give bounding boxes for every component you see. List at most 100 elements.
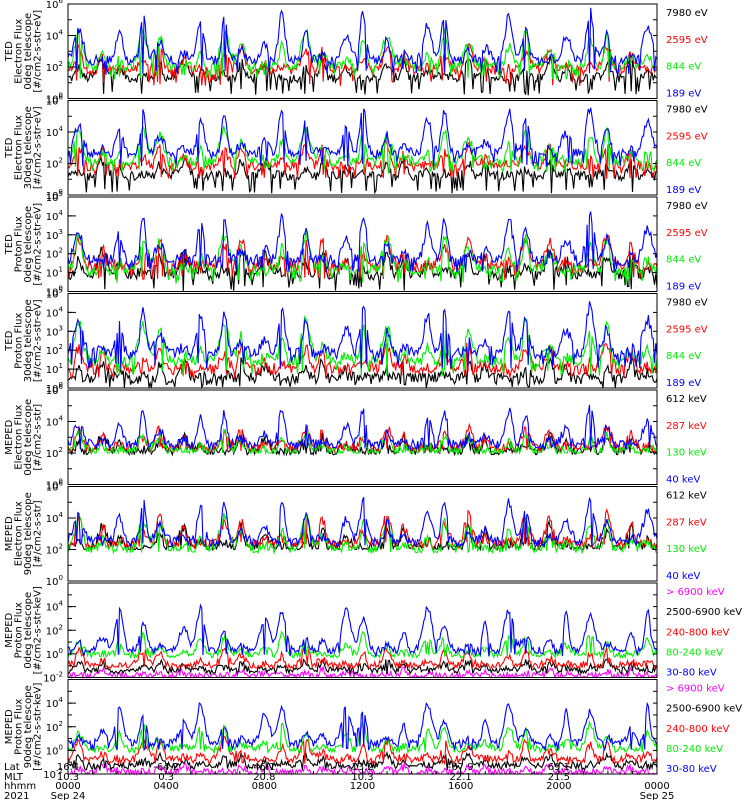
legend-entry-3: 240-800 keV (666, 724, 730, 735)
y-tick-label: 106 (46, 383, 64, 397)
y-axis-label-line-1: MEPED (4, 516, 15, 551)
legend-entry-1: 7980 eV (666, 8, 708, 19)
y-axis-label-line-3: 0deg telescope (23, 206, 34, 283)
x-tick-date-label: Sep 25 (640, 791, 675, 800)
legend-entry-3: 240-800 keV (666, 627, 730, 638)
legend-entry-4: 40 keV (666, 571, 700, 582)
y-tick-label: 10-2 (43, 767, 63, 781)
y-tick-label: 102 (46, 343, 63, 357)
y-tick-label: 100 (46, 381, 63, 395)
y-tick-label: 10-2 (43, 671, 63, 685)
legend-entry-5: 30-80 keV (666, 764, 717, 775)
y-axis-label-line-2: Proton Flux (14, 602, 25, 658)
y-axis-label-line-1: MEPED (4, 612, 15, 647)
y-axis-label-line-2: Electron Flux (14, 405, 25, 470)
y-tick-label: 100 (46, 92, 63, 106)
x-tick-lat-label: -67.9 (448, 762, 474, 773)
series-line-3 (67, 512, 658, 555)
y-axis-label-line-2: Electron Flux (14, 115, 25, 180)
series-line-2 (67, 658, 658, 676)
legend-entry-3: 844 eV (666, 351, 701, 362)
y-tick-label: 102 (46, 446, 63, 460)
x-tick-hhmm-label: 0000 (644, 781, 669, 792)
y-tick-label: 100 (46, 574, 63, 588)
y-tick-label: 102 (46, 60, 63, 74)
x-tick-mlt-label: 0.3 (158, 772, 174, 783)
legend-entry-4: 80-240 keV (666, 744, 723, 755)
y-tick-label: 102 (46, 247, 63, 261)
legend-entry-3: 844 eV (666, 158, 701, 169)
series-line-3 (67, 28, 658, 80)
series-line-2 (67, 751, 658, 772)
series-line-3 (67, 230, 658, 284)
legend-entry-3: 844 eV (666, 62, 701, 73)
series-line-3 (67, 646, 658, 670)
x-tick-lat-label: 46.1 (253, 762, 275, 773)
legend-entry-2: 2500-6900 keV (666, 607, 742, 618)
x-row-label-hhmm: hhmm (4, 781, 36, 792)
legend-entry-3: 130 keV (666, 448, 707, 459)
series-line-3 (67, 428, 658, 456)
series-line-5 (67, 603, 658, 658)
x-tick-mlt-label: 10.3 (351, 772, 373, 783)
legend-entry-4: 189 eV (666, 185, 701, 196)
legend-entry-4: 80-240 keV (666, 647, 723, 658)
plot-frame (67, 196, 658, 292)
legend-entry-1: 612 keV (666, 394, 707, 405)
x-tick-lat-label: 16.4 (57, 762, 79, 773)
y-tick-label: 104 (46, 305, 64, 319)
y-axis-label-line-1: TED (4, 234, 15, 255)
y-tick-label: 100 (46, 285, 63, 299)
x-tick-hhmm-label: 1200 (350, 781, 375, 792)
series-line-1 (67, 55, 658, 96)
y-axis-label-line-4: [#/cm2-s-str-eV] (33, 106, 44, 189)
series-line-4 (67, 630, 658, 660)
y-axis-label-line-3: 90deg telescope (23, 492, 34, 575)
y-tick-label: 102 (46, 720, 63, 734)
series-line-2 (67, 508, 658, 551)
y-tick-label: 105 (46, 287, 63, 301)
series-line-2 (67, 42, 658, 86)
x-tick-lat-label: 13.2 (351, 762, 373, 773)
x-tick-lat-label: 69.1 (548, 762, 570, 773)
legend-entry-1: > 6900 keV (666, 587, 725, 598)
y-tick-label: 104 (46, 511, 64, 525)
y-axis-label-line-4: [#/cm2-s-str-eV] (33, 299, 44, 382)
y-tick-label: 106 (46, 94, 64, 108)
legend-entry-4: 189 eV (666, 378, 701, 389)
legend-entry-5: 30-80 keV (666, 668, 717, 679)
legend-entry-2: 2595 eV (666, 131, 708, 142)
y-axis-label-line-3: 0deg telescope (23, 13, 34, 90)
y-axis-label-line-4: [#/cm2-s-str-eV] (33, 203, 44, 286)
y-axis-label-line-4: [#/cm2-s-str-keV] (33, 586, 44, 674)
series-line-1 (67, 356, 658, 390)
x-tick-hhmm-label: 2000 (546, 781, 571, 792)
series-line-4 (67, 404, 658, 451)
x-tick-mlt-label: 21.5 (548, 772, 570, 783)
y-tick-label: 101 (46, 362, 63, 376)
y-tick-label: 104 (46, 415, 64, 429)
legend-entry-1: 7980 eV (666, 201, 708, 212)
y-tick-label: 106 (46, 0, 64, 11)
y-axis-label-line-2: Proton Flux (14, 216, 25, 272)
y-axis-label-line-3: 0deg telescope (23, 399, 34, 476)
x-tick-mlt-label: 22.1 (450, 772, 472, 783)
y-axis-label-line-2: Proton Flux (14, 313, 25, 369)
legend-entry-2: 2595 eV (666, 324, 708, 335)
series-line-1 (67, 155, 658, 195)
x-tick-hhmm-label: 0800 (252, 781, 277, 792)
x-tick-date-label: Sep 24 (51, 791, 86, 800)
y-axis-label-line-1: TED (4, 41, 15, 62)
y-tick-label: 100 (46, 743, 63, 757)
x-row-label-year: 2021 (4, 791, 29, 800)
y-tick-label: 103 (46, 324, 63, 338)
series-line-4 (67, 211, 658, 273)
legend-entry-2: 287 keV (666, 517, 707, 528)
y-tick-label: 104 (46, 29, 64, 43)
y-axis-label-line-4: [#/cm2-s-str-keV] (33, 683, 44, 771)
